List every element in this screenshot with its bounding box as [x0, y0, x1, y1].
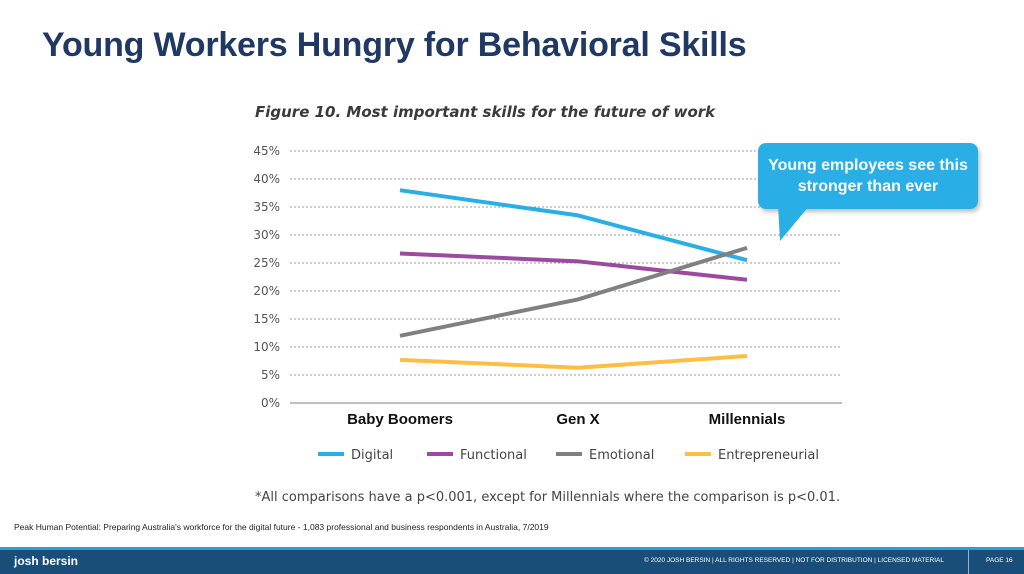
- y-tick-label: 10%: [253, 340, 280, 354]
- callout-text: Young employees see this stronger than e…: [768, 157, 968, 195]
- y-tick-label: 5%: [261, 368, 280, 382]
- y-tick-label: 45%: [253, 144, 280, 158]
- page-number: PAGE 16: [986, 557, 1013, 564]
- chart-title: Figure 10. Most important skills for the…: [255, 103, 716, 121]
- footer-divider: [968, 550, 969, 574]
- legend-label: Emotional: [589, 448, 654, 463]
- callout-tail: [778, 205, 810, 241]
- y-tick-label: 0%: [261, 396, 280, 410]
- x-category-label: Millennials: [709, 411, 786, 428]
- legend-label: Entrepreneurial: [718, 448, 819, 463]
- series-line-entrepreneurial: [399, 353, 748, 370]
- source-citation: Peak Human Potential: Preparing Australi…: [14, 522, 549, 532]
- slide-title: Young Workers Hungry for Behavioral Skil…: [42, 26, 747, 64]
- y-tick-label: 25%: [253, 256, 280, 270]
- chart-grid: [290, 150, 842, 404]
- copyright-text: © 2020 JOSH BERSIN | ALL RIGHTS RESERVED…: [643, 557, 944, 564]
- series-line-emotional: [399, 245, 748, 338]
- y-tick-label: 35%: [253, 200, 280, 214]
- brand-logo: josh bersin: [14, 554, 79, 568]
- footer-bar: josh bersin © 2020 JOSH BERSIN | ALL RIG…: [0, 547, 1024, 574]
- x-category-label: Baby Boomers: [347, 411, 453, 428]
- chart-series: [399, 188, 748, 370]
- chart-legend: Digital Functional Emotional Entrepreneuria…: [318, 448, 819, 463]
- x-axis-labels: Baby Boomers Gen X Millennials: [347, 411, 785, 428]
- y-tick-label: 40%: [253, 172, 280, 186]
- y-tick-label: 30%: [253, 228, 280, 242]
- series-line-functional: [399, 251, 748, 282]
- legend-label: Functional: [460, 448, 527, 463]
- y-axis-ticks: 0% 5% 10% 15% 20% 25% 30% 35% 40% 45%: [253, 144, 280, 410]
- series-line-digital: [399, 188, 748, 263]
- legend-label: Digital: [351, 448, 393, 463]
- y-tick-label: 20%: [253, 284, 280, 298]
- y-tick-label: 15%: [253, 312, 280, 326]
- footnote: *All comparisons have a p<0.001, except …: [255, 490, 841, 505]
- callout-box: Young employees see this stronger than e…: [758, 143, 978, 209]
- x-category-label: Gen X: [556, 411, 599, 428]
